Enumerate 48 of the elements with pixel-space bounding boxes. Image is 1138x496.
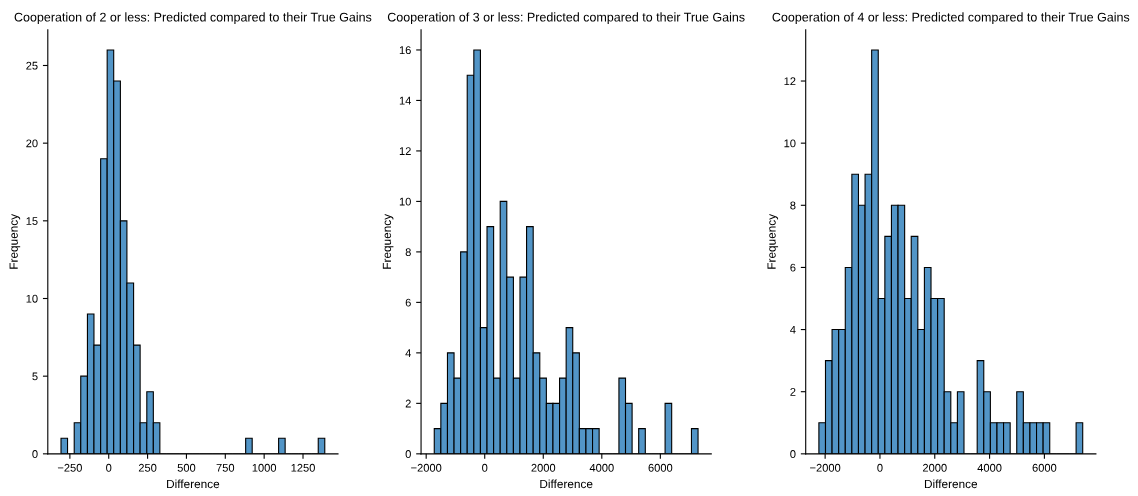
y-tick-label: 15 [26, 217, 38, 225]
x-tick-label: 4000 [977, 463, 1002, 472]
chart-title: Cooperation of 3 or less: Predicted compared to their True Gains [387, 12, 745, 25]
y-axis-title: Frequency [9, 213, 21, 269]
x-tick-label: 1000 [252, 463, 277, 472]
x-tick-label: −2000 [810, 463, 841, 472]
y-tick-label: 12 [399, 147, 411, 155]
x-tick-label: −2000 [411, 463, 442, 472]
y-tick-label: 25 [26, 61, 38, 70]
y-tick-label: 14 [399, 96, 412, 105]
y-tick-label: 2 [405, 399, 411, 408]
chart-title: Cooperation of 4 or less: Predicted compared to their True Gains [772, 12, 1130, 25]
x-tick-label: 2000 [922, 463, 947, 472]
y-tick-label: 20 [26, 139, 38, 148]
y-tick-label: 12 [784, 77, 796, 86]
x-tick-label: 2000 [531, 463, 556, 472]
x-tick-label: 4000 [589, 463, 614, 472]
y-tick-label: 10 [26, 294, 38, 303]
x-tick-label: 0 [106, 463, 112, 472]
y-tick-label: 0 [790, 450, 796, 458]
x-axis-title: Difference [167, 479, 220, 489]
y-tick-label: 4 [405, 349, 412, 357]
x-tick-label: −250 [57, 463, 82, 472]
y-tick-label: 6 [405, 298, 411, 307]
y-axis-title: Frequency [767, 213, 779, 269]
x-tick-label: 0 [482, 463, 488, 472]
y-tick-label: 2 [790, 387, 796, 396]
y-tick-label: 0 [32, 450, 38, 458]
x-axis-title: Difference [540, 479, 593, 489]
y-axis-title: Frequency [382, 213, 394, 269]
y-tick-label: 4 [790, 325, 796, 334]
y-tick-label: 16 [399, 46, 411, 55]
y-tick-label: 6 [790, 263, 796, 272]
y-tick-label: 5 [32, 372, 38, 381]
y-tick-label: 10 [784, 139, 796, 148]
y-tick-label: 8 [405, 248, 411, 257]
y-tick-label: 10 [399, 197, 411, 206]
chart-title: Cooperation of 2 or less: Predicted compared to their True Gains [14, 12, 372, 25]
x-tick-label: 6000 [648, 463, 673, 472]
x-axis-title: Difference [924, 479, 978, 489]
y-tick-label: 8 [790, 201, 796, 210]
x-tick-label: 6000 [1032, 463, 1057, 472]
x-tick-label: 0 [877, 463, 883, 472]
y-tick-label: 0 [405, 450, 411, 458]
x-tick-label: 500 [177, 463, 196, 472]
x-tick-label: 750 [216, 463, 235, 472]
x-tick-label: 1250 [291, 463, 315, 472]
x-tick-label: 250 [138, 463, 157, 472]
